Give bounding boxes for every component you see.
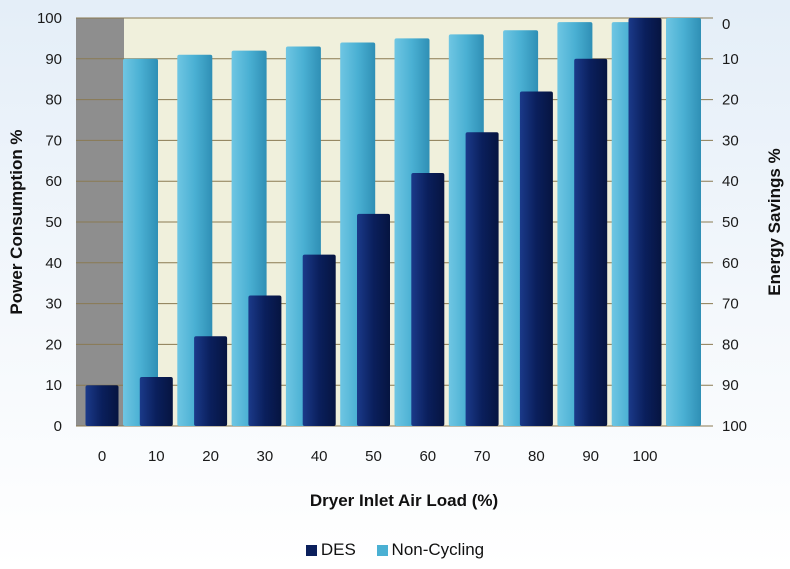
y-tick-label: 0: [54, 418, 62, 435]
bar-des: [139, 377, 173, 426]
bar-des: [357, 213, 390, 426]
y-tick-label: 70: [45, 132, 62, 149]
y2-tick-label: 90: [722, 377, 739, 394]
x-tick-label: 50: [365, 448, 382, 465]
bar-des: [574, 58, 608, 427]
legend-swatch-non-cycling: [376, 545, 388, 556]
des-series: [85, 18, 662, 427]
y2-tick-label: 100: [722, 418, 747, 435]
legend-label-non-cycling: Non-Cycling: [391, 540, 485, 559]
x-tick-label: 80: [528, 448, 545, 465]
y2-tick-label: 80: [722, 336, 739, 353]
bar-des: [519, 91, 553, 426]
y2-axis-title: Energy Savings %: [765, 148, 784, 295]
x-tick-label: 90: [582, 448, 599, 465]
y2-tick-label: 0: [722, 16, 730, 33]
y2-tick-label: 50: [722, 214, 739, 231]
x-tick-label: 40: [311, 448, 328, 465]
x-tick-label: 20: [202, 448, 219, 465]
x-axis-title: Dryer Inlet Air Load (%): [310, 491, 498, 510]
bar-des: [411, 173, 445, 426]
y-tick-label: 20: [45, 336, 62, 353]
y-axis-title: Power Consumption %: [7, 129, 26, 314]
y-tick-label: 30: [45, 296, 62, 313]
y-tick-label: 40: [45, 255, 62, 272]
bar-des: [85, 385, 119, 426]
y2-tick-label: 70: [722, 296, 739, 313]
bar-des: [465, 132, 499, 427]
bar-non-cycling: [177, 54, 213, 426]
y-tick-label: 50: [45, 214, 62, 231]
x-tick-label: 30: [257, 448, 274, 465]
legend-item-des: DES: [305, 540, 356, 560]
x-axis-ticks: 0 10 20 30 40 50 60 70 80 90 100: [98, 448, 658, 465]
legend-item-non-cycling: Non-Cycling: [376, 540, 485, 560]
legend-label-des: DES: [320, 540, 356, 559]
legend-swatch-des: [305, 545, 317, 556]
y-tick-label: 10: [45, 377, 62, 394]
left-y-axis-ticks: 0 10 20 30 40 50 60 70 80 90 100: [37, 10, 62, 435]
y-tick-label: 80: [45, 92, 62, 109]
y2-tick-label: 40: [722, 173, 739, 190]
bar-non-cycling: [666, 18, 701, 426]
x-tick-label: 60: [419, 448, 436, 465]
bar-non-cycling: [123, 58, 158, 427]
y2-tick-label: 20: [722, 92, 739, 109]
y2-tick-label: 30: [722, 132, 739, 149]
y2-tick-label: 10: [722, 51, 739, 68]
bar-des: [302, 254, 336, 426]
legend: DES Non-Cycling: [0, 540, 790, 560]
y2-tick-label: 60: [722, 255, 739, 272]
x-tick-label: 70: [474, 448, 491, 465]
y-tick-label: 60: [45, 173, 62, 190]
x-tick-label: 100: [632, 448, 657, 465]
y-tick-label: 90: [45, 51, 62, 68]
x-tick-label: 0: [98, 448, 106, 465]
x-tick-label: 10: [148, 448, 165, 465]
y-tick-label: 100: [37, 10, 62, 27]
bar-des: [194, 336, 228, 426]
bar-des: [628, 18, 662, 426]
bar-des: [248, 295, 282, 426]
